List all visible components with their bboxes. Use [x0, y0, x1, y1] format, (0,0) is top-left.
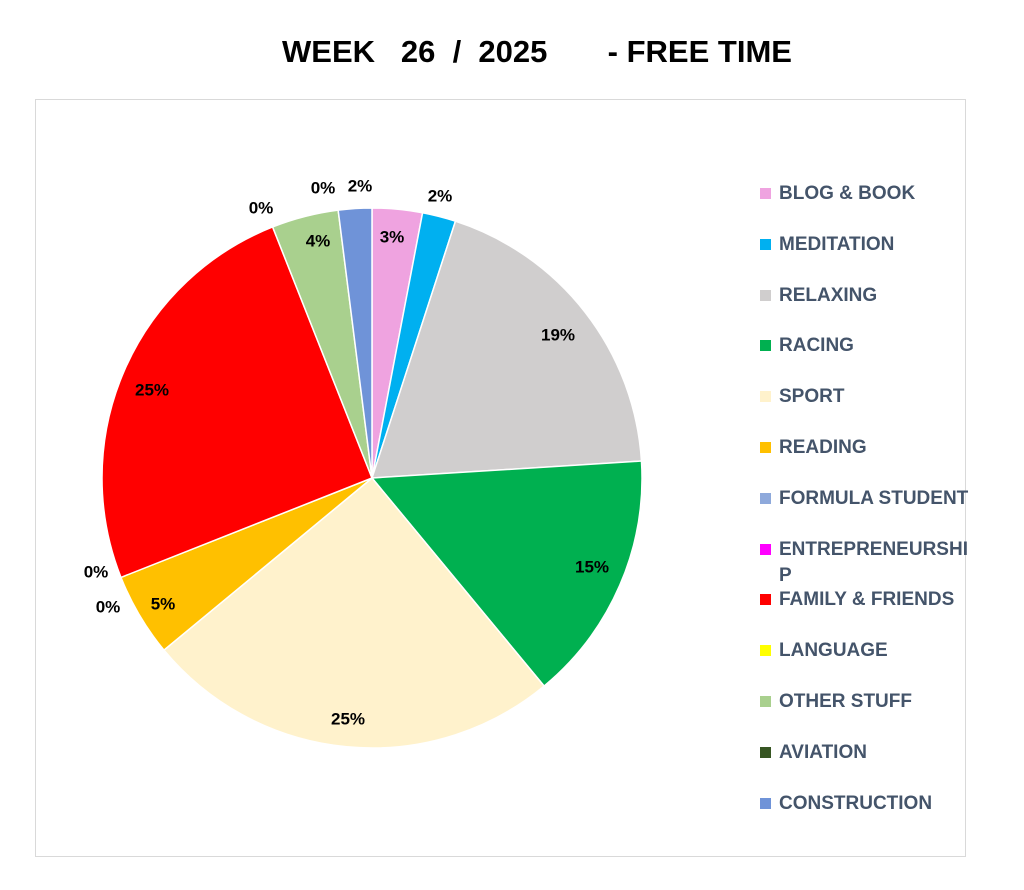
legend-item: READING [760, 434, 970, 485]
legend-item: AVIATION [760, 739, 970, 790]
pie-slice-racing [370, 460, 643, 688]
legend-item: RACING [760, 332, 970, 383]
legend-swatch [760, 188, 771, 199]
legend-swatch [760, 492, 771, 504]
legend-item: LANGUAGE [760, 637, 970, 688]
data-label-aviation: 0% [311, 178, 336, 197]
legend-swatch [760, 391, 771, 403]
legend-label: SPORT [779, 386, 845, 408]
legend-label: READING [779, 436, 867, 458]
legend-label: FORMULA STUDENT [779, 487, 969, 509]
data-label-blog-book: 3% [380, 227, 405, 246]
legend-swatch [760, 340, 771, 352]
chart-title: WEEK 26 / 2025 - FREE TIME [282, 34, 792, 69]
data-label-sport: 25% [331, 709, 365, 728]
legend: BLOG & BOOK MEDITATION RELAXING RACING SPORT… [760, 180, 970, 840]
data-label-other-stuff: 4% [306, 231, 331, 250]
legend-label: LANGUAGE [779, 640, 888, 662]
legend-swatch [760, 645, 771, 657]
data-label-formula-student: 0% [96, 597, 121, 616]
legend-item: SPORT [760, 383, 970, 434]
data-label-construction: 2% [348, 176, 373, 195]
legend-item: RELAXING [760, 282, 970, 333]
legend-label: OTHER STUFF [779, 690, 912, 712]
pie-slice-construction [337, 207, 373, 479]
data-label-entrepreneurship: 0% [84, 562, 109, 581]
data-label-meditation: 2% [428, 186, 453, 205]
pie-slice-relaxing [370, 220, 643, 479]
legend-label: CONSTRUCTION [779, 792, 933, 814]
legend-item: ENTREPRENEURSHIP [760, 536, 970, 587]
data-label-family-friends: 25% [135, 380, 169, 399]
pie-slice-sport [162, 476, 546, 749]
legend-swatch [760, 289, 771, 301]
legend-label: FAMILY & FRIENDS [779, 589, 955, 611]
legend-item: BLOG & BOOK [760, 180, 970, 231]
legend-item: FORMULA STUDENT [760, 485, 970, 536]
legend-item: CONSTRUCTION [760, 790, 970, 841]
legend-swatch [760, 797, 771, 809]
data-label-reading: 5% [151, 594, 176, 613]
legend-label: AVIATION [779, 741, 867, 763]
legend-label: RELAXING [779, 284, 878, 306]
legend-item: OTHER STUFF [760, 688, 970, 739]
legend-label: ENTREPRENEURSHIP [779, 538, 968, 586]
legend-swatch [760, 746, 771, 758]
data-label-relaxing: 19% [541, 325, 575, 344]
legend-label: MEDITATION [779, 233, 895, 255]
legend-item: FAMILY & FRIENDS [760, 586, 970, 637]
legend-swatch [760, 238, 771, 250]
data-label-language: 0% [249, 198, 274, 217]
data-label-racing: 15% [575, 557, 609, 576]
legend-swatch [760, 543, 771, 555]
legend-label: BLOG & BOOK [779, 183, 916, 204]
legend-item: MEDITATION [760, 231, 970, 282]
legend-swatch [760, 441, 771, 453]
chart-area [35, 99, 966, 857]
legend-label: RACING [779, 335, 854, 357]
pie-slice-family-friends [101, 225, 373, 579]
legend-swatch [760, 594, 771, 606]
legend-swatch [760, 695, 771, 707]
